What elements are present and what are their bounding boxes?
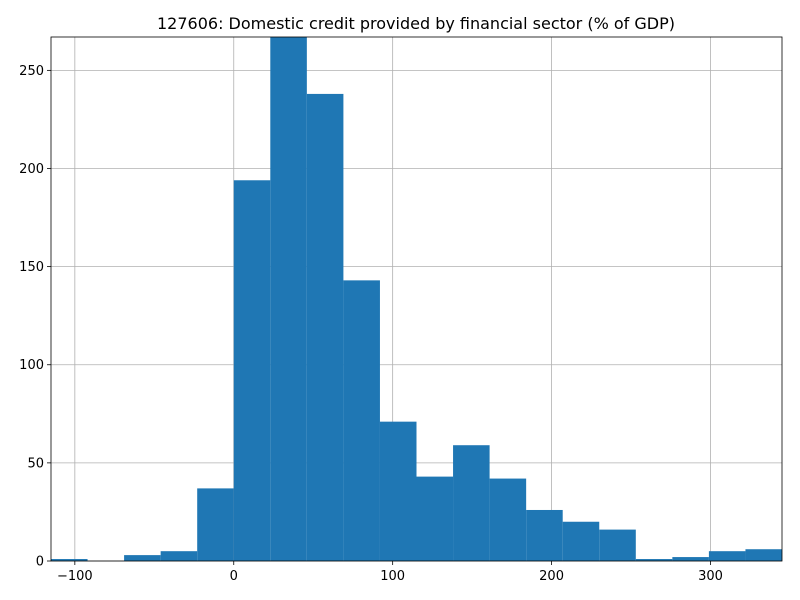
chart-title: 127606: Domestic credit provided by fina…	[157, 14, 675, 33]
histogram-bar-4	[197, 488, 234, 561]
x-tick-label-3: 200	[539, 569, 564, 584]
x-tick-label-2: 100	[380, 569, 405, 584]
histogram-bars	[51, 37, 782, 562]
y-tick-label-2: 100	[19, 358, 44, 373]
histogram-bar-11	[453, 445, 490, 561]
y-tick-label-1: 50	[27, 456, 44, 471]
histogram-bar-2	[124, 555, 161, 561]
histogram-bar-6	[270, 37, 307, 561]
x-tick-label-4: 300	[698, 569, 723, 584]
histogram-bar-14	[562, 521, 600, 561]
y-tick-label-5: 250	[19, 64, 44, 79]
x-tick-label-1: 0	[230, 569, 238, 584]
histogram-bar-19	[745, 549, 782, 561]
histogram-bar-15	[599, 529, 636, 561]
y-axis-ticks: 0 50 100 150 200 250	[19, 64, 51, 570]
y-tick-label-3: 150	[19, 260, 44, 275]
histogram-bar-10	[416, 476, 454, 561]
histogram-bar-18	[708, 551, 746, 561]
histogram-bar-13	[526, 509, 563, 561]
histogram-bar-9	[379, 421, 417, 561]
histogram-bar-16	[635, 559, 673, 561]
plot-frame	[50, 36, 783, 562]
histogram-bar-12	[489, 478, 527, 561]
histogram-bar-0	[51, 559, 88, 561]
y-tick-label-0: 0	[36, 555, 44, 570]
x-tick-label-0: −100	[57, 569, 93, 584]
histogram-bar-5	[233, 180, 271, 561]
histogram-bar-3	[160, 551, 198, 561]
histogram-bar-8	[343, 280, 380, 561]
histogram-bar-17	[672, 557, 709, 561]
y-tick-label-4: 200	[19, 162, 44, 177]
axes	[50, 36, 783, 562]
histogram-bar-7	[306, 93, 344, 562]
x-axis-ticks: −100 0 100 200 300	[57, 561, 723, 584]
